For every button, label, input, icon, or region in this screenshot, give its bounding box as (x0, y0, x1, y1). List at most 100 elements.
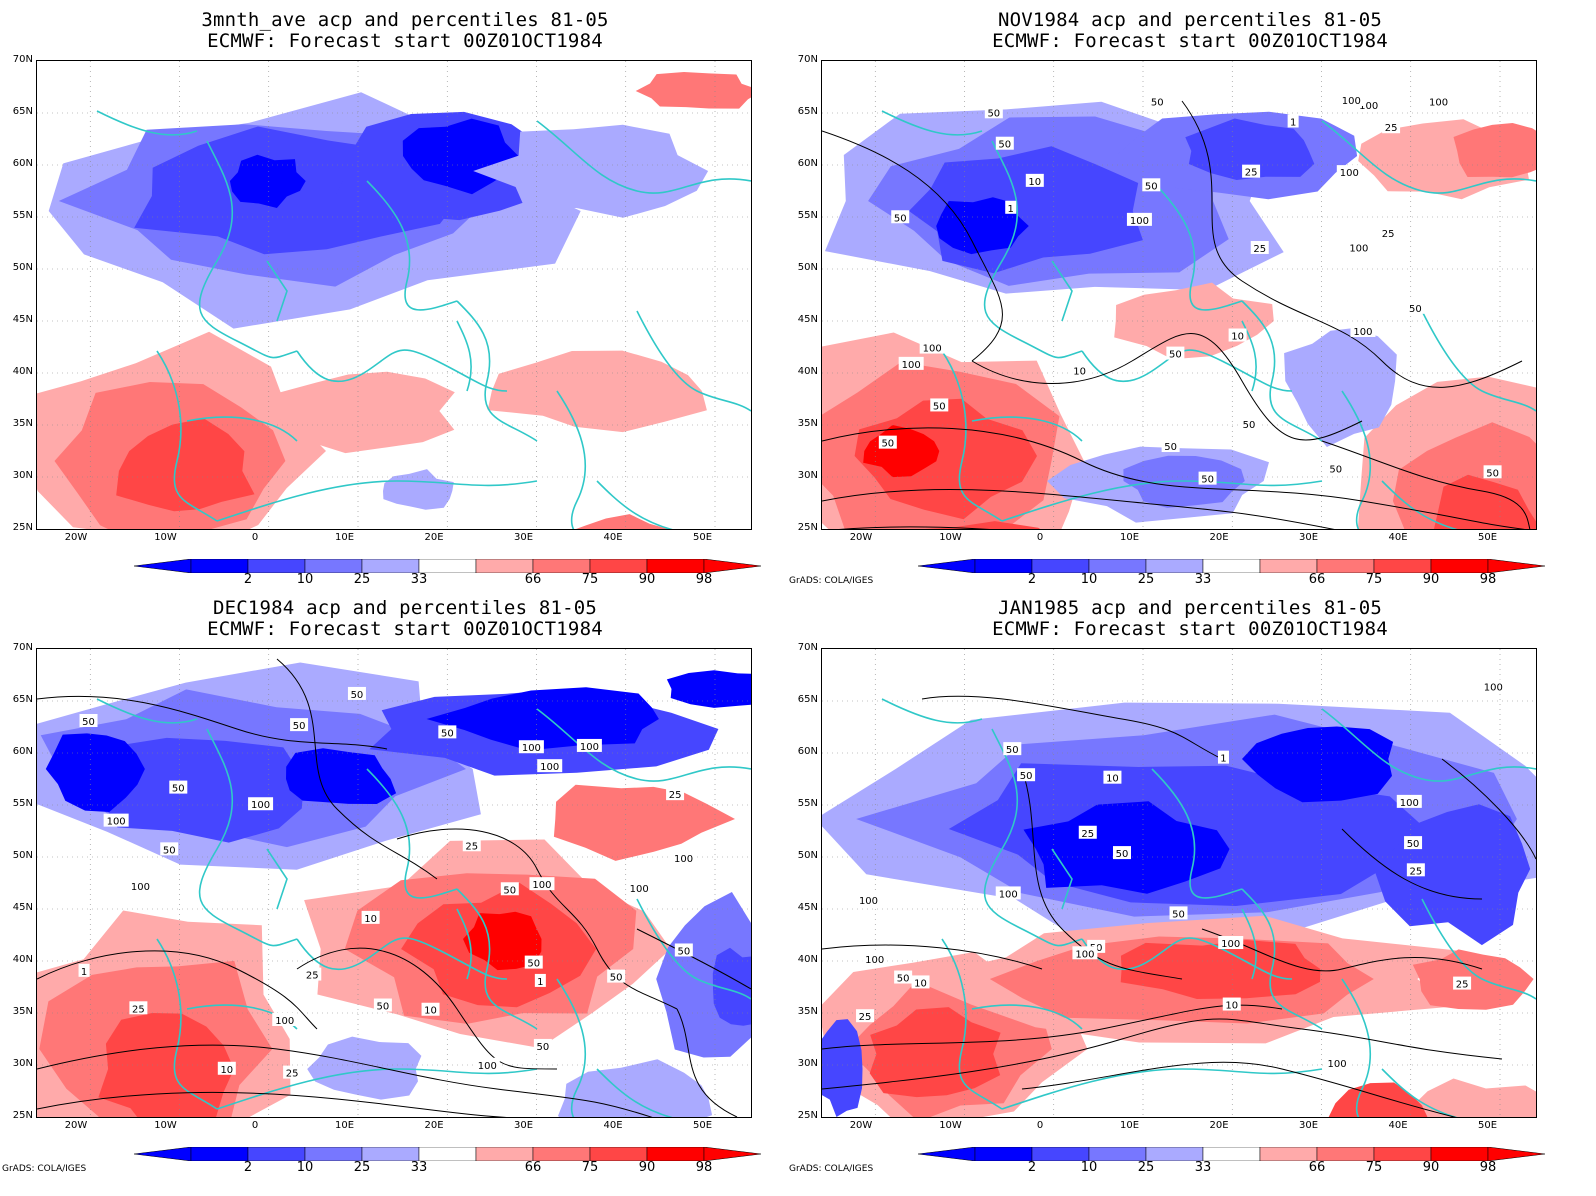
latitude-label: 30N (797, 470, 818, 481)
colorbar-label: 10 (1080, 572, 1098, 587)
latitude-label: 25N (12, 1110, 33, 1121)
percentile-shading-blue-dark (426, 687, 659, 751)
contour-label: 10 (1103, 770, 1122, 785)
latitude-label: 35N (12, 1006, 33, 1017)
contour-label: 50 (891, 210, 910, 224)
coastline (198, 728, 298, 947)
contour-label: 50 (347, 686, 366, 701)
latitude-label: 45N (797, 314, 818, 325)
colorbar-label: 75 (1365, 572, 1383, 587)
contour-label: 1 (1287, 114, 1299, 128)
coastline (96, 110, 198, 136)
contour-line (1021, 768, 1183, 980)
colorbar-segment (1202, 558, 1261, 574)
contour-label: 50 (1148, 94, 1167, 109)
panel-title-line-1: NOV1984 acp and percentiles 81-05 (997, 9, 1383, 31)
svg-text:25: 25 (1382, 229, 1395, 240)
colorbar-label: 10 (296, 1160, 314, 1175)
colorbar-segment (589, 1146, 648, 1162)
contour-line (822, 427, 1526, 529)
contour-line (1341, 828, 1483, 900)
svg-text:25: 25 (859, 1012, 872, 1023)
contour-label: 25 (129, 1001, 148, 1015)
colorbar-label: 90 (638, 1160, 656, 1175)
svg-text:25: 25 (465, 841, 478, 852)
percentile-shading-red-mid (1433, 474, 1536, 529)
svg-text:10: 10 (364, 914, 377, 925)
contour-line (1021, 1061, 1457, 1117)
svg-text:50: 50 (1486, 468, 1499, 479)
svg-text:1: 1 (1008, 204, 1014, 215)
colorbar-segment (1259, 558, 1318, 574)
longitude-label: 20W (849, 1120, 873, 1131)
contour-label: 25 (1242, 164, 1261, 179)
contour-label: 100 (474, 1057, 500, 1072)
map-frame (36, 60, 752, 530)
colorbar-label: 66 (1308, 572, 1326, 587)
svg-text:25: 25 (669, 790, 682, 801)
panel-dec1984: DEC1984 acp and percentiles 81-05 ECMWF: … (0, 588, 790, 1188)
svg-text:50: 50 (527, 959, 540, 970)
latitude-label: 65N (12, 694, 33, 705)
contour-label: 10 (1228, 328, 1247, 343)
contour-label: 100 (127, 879, 153, 893)
latitude-label: 60N (12, 158, 33, 169)
contour-label: 50 (1198, 471, 1217, 486)
svg-text:50: 50 (1169, 350, 1182, 361)
longitude-label: 10E (334, 1120, 355, 1131)
colorbar-segment (304, 1146, 363, 1162)
colorbar (133, 1146, 764, 1165)
latitude-label: 65N (797, 694, 818, 705)
contour-label: 25 (1078, 825, 1097, 840)
map-canvas: 100 50 100 50 100 50 50 50 100 50 25 50 100 100 100 100… (37, 649, 751, 1117)
latitude-label: 65N (797, 106, 818, 117)
colorbar-segment (1202, 1146, 1261, 1162)
colorbar-segment (1088, 558, 1147, 574)
contour-line (636, 928, 751, 990)
coastline (456, 888, 538, 1030)
coastline (296, 937, 508, 980)
contour-label: 50 (1240, 417, 1259, 431)
contour-label: 1 (1217, 750, 1229, 765)
contour-line (37, 1044, 653, 1117)
contour-label: 50 (1404, 836, 1423, 850)
contour-label: 100 (862, 951, 888, 966)
colorbar-label: 33 (410, 1160, 428, 1175)
svg-text:50: 50 (351, 690, 364, 701)
svg-text:100: 100 (630, 884, 649, 895)
colorbar-segment (247, 558, 306, 574)
contour-label: 100 (576, 738, 602, 753)
svg-text:50: 50 (1407, 839, 1420, 850)
svg-text:100: 100 (1349, 244, 1368, 255)
latitude-label: 40N (12, 366, 33, 377)
latitude-label: 55N (797, 798, 818, 809)
coastline (1241, 320, 1257, 392)
svg-text:50: 50 (933, 401, 946, 412)
svg-text:100: 100 (107, 817, 126, 828)
contour-label: 100 (1338, 92, 1364, 107)
svg-text:50: 50 (1329, 465, 1342, 476)
svg-text:25: 25 (1253, 244, 1266, 255)
colorbar-segment (475, 558, 534, 574)
percentile-shading-blue-dark (45, 733, 145, 812)
panel-title-line-2: ECMWF: Forecast start 00Z01OCT1984 (992, 30, 1388, 52)
contour-label: 50 (984, 105, 1003, 119)
grads-credit: GrADS: COLA/IGES (2, 1164, 87, 1174)
svg-text:100: 100 (1342, 96, 1361, 107)
svg-text:100: 100 (1353, 327, 1372, 338)
coastline (198, 140, 298, 359)
svg-text:50: 50 (1409, 304, 1422, 315)
svg-text:1: 1 (81, 967, 87, 978)
contour-label: 50 (1142, 178, 1161, 192)
contour-line (1321, 440, 1531, 529)
longitude-label: 10W (154, 532, 177, 543)
contour-label: 50 (1406, 300, 1425, 315)
svg-text:25: 25 (286, 1069, 299, 1080)
percentile-shading-red-pale (1114, 282, 1274, 360)
svg-text:10: 10 (914, 978, 927, 989)
percentile-shading-blue-pale (307, 1036, 422, 1100)
latitude-label: 55N (12, 798, 33, 809)
percentile-shading-red-pale (487, 350, 707, 433)
colorbar-segment (589, 558, 648, 574)
colorbar-label: 10 (1080, 1160, 1098, 1175)
